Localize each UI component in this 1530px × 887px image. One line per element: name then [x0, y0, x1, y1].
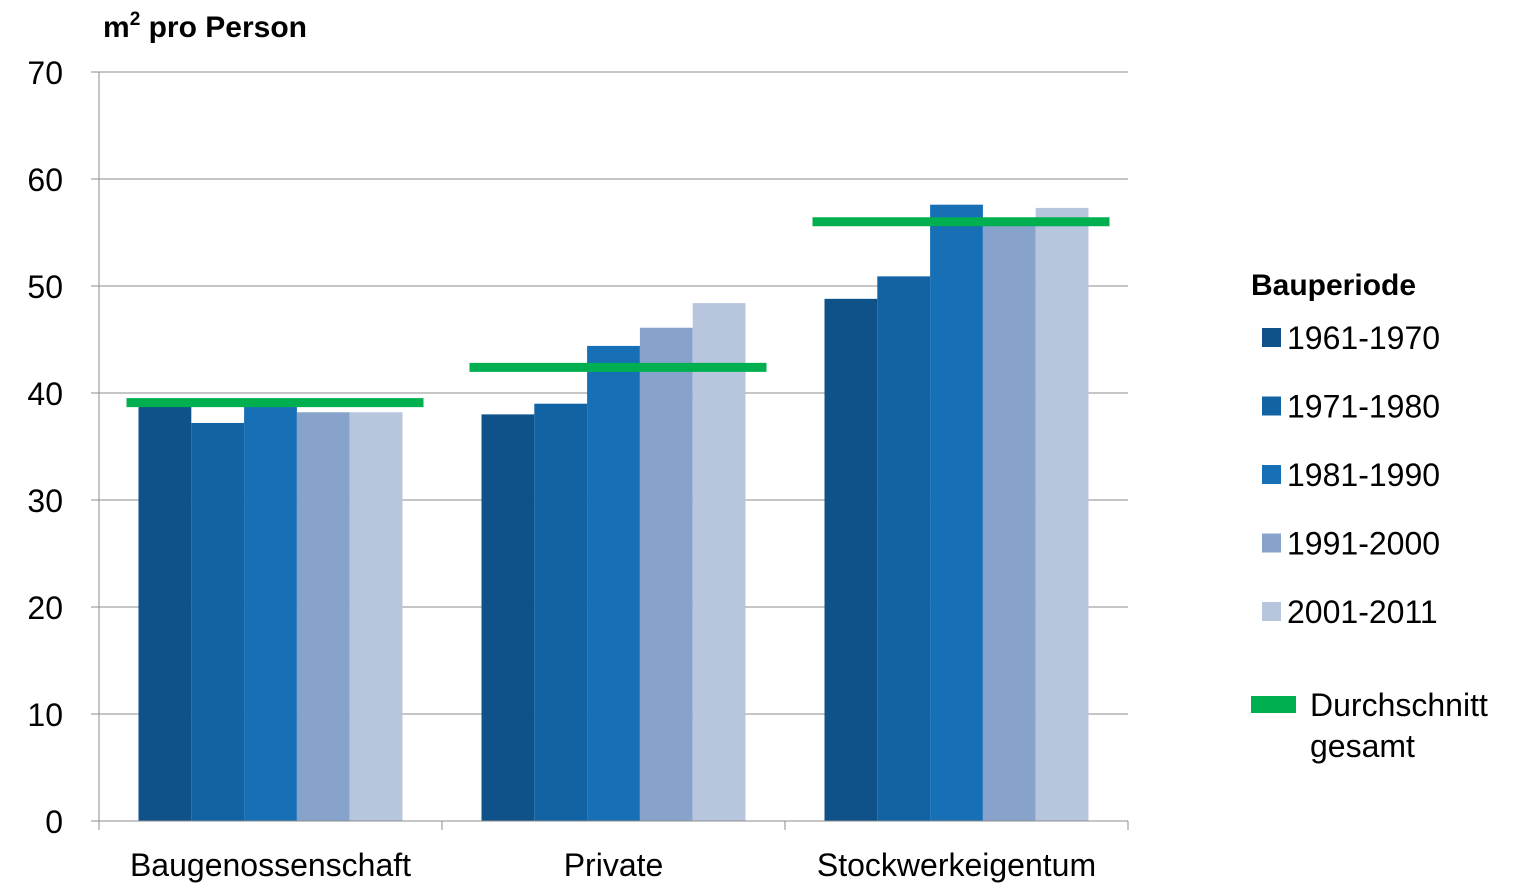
y-tick-label: 20 [27, 590, 63, 626]
y-tick-label: 10 [27, 697, 63, 733]
legend-label-average: gesamt [1310, 728, 1415, 764]
y-tick-label: 30 [27, 483, 63, 519]
category-label: Stockwerkeigentum [817, 847, 1096, 883]
y-axis-title-rest: pro Person [140, 11, 307, 44]
y-tick-label: 0 [45, 804, 63, 840]
y-tick-label: 50 [27, 269, 63, 305]
bar-1981-1990 [587, 345, 640, 821]
y-axis-title: m2 pro Person [103, 9, 307, 44]
legend-title: Bauperiode [1251, 269, 1416, 302]
legend: Bauperiode 1961-1970 1971-1980 1981-1990 19… [1251, 269, 1488, 764]
bar-1961-1970 [824, 298, 878, 822]
legend-label: 1971-1980 [1287, 389, 1440, 425]
legend-swatch [1262, 328, 1281, 347]
category-label: Private [564, 847, 664, 883]
axes [91, 71, 1129, 830]
legend-swatch [1262, 602, 1281, 621]
legend-swatch [1262, 533, 1281, 553]
legend-swatch [1262, 465, 1281, 484]
bar-1991-2000 [296, 412, 350, 821]
category-label: Baugenossenschaft [130, 847, 411, 883]
bar-1991-2000 [982, 220, 1036, 822]
legend-label: 1961-1970 [1287, 320, 1440, 356]
y-tick-label: 70 [27, 55, 63, 91]
average-lines [126, 217, 1110, 408]
y-axis-title-main: m [103, 11, 130, 44]
bar-2001-2011 [1035, 207, 1089, 821]
bar-1981-1990 [930, 204, 983, 821]
legend-label: 2001-2011 [1287, 594, 1438, 630]
y-axis-title-superscript: 2 [130, 9, 141, 30]
y-axis-ticks: 0 10 20 30 40 50 60 70 [27, 55, 63, 840]
bar-2001-2011 [349, 412, 403, 821]
category-labels: Baugenossenschaft Private Stockwerkeigentu… [130, 847, 1096, 883]
legend-swatch [1262, 396, 1281, 416]
bar-1981-1990 [244, 405, 297, 821]
bar-2001-2011 [692, 303, 746, 821]
bar-1971-1980 [877, 276, 931, 821]
bar-1961-1970 [481, 414, 535, 821]
bar-1971-1980 [534, 403, 588, 821]
bar-1991-2000 [639, 327, 693, 821]
y-tick-label: 60 [27, 162, 63, 198]
legend-label-average: Durchschnitt [1310, 687, 1488, 723]
legend-swatch-average [1251, 696, 1296, 713]
legend-label: 1991-2000 [1287, 526, 1440, 562]
bars [138, 204, 1089, 822]
y-tick-label: 40 [27, 376, 63, 412]
bar-1971-1980 [191, 422, 245, 821]
legend-label: 1981-1990 [1287, 457, 1440, 493]
bar-1961-1970 [138, 406, 192, 821]
